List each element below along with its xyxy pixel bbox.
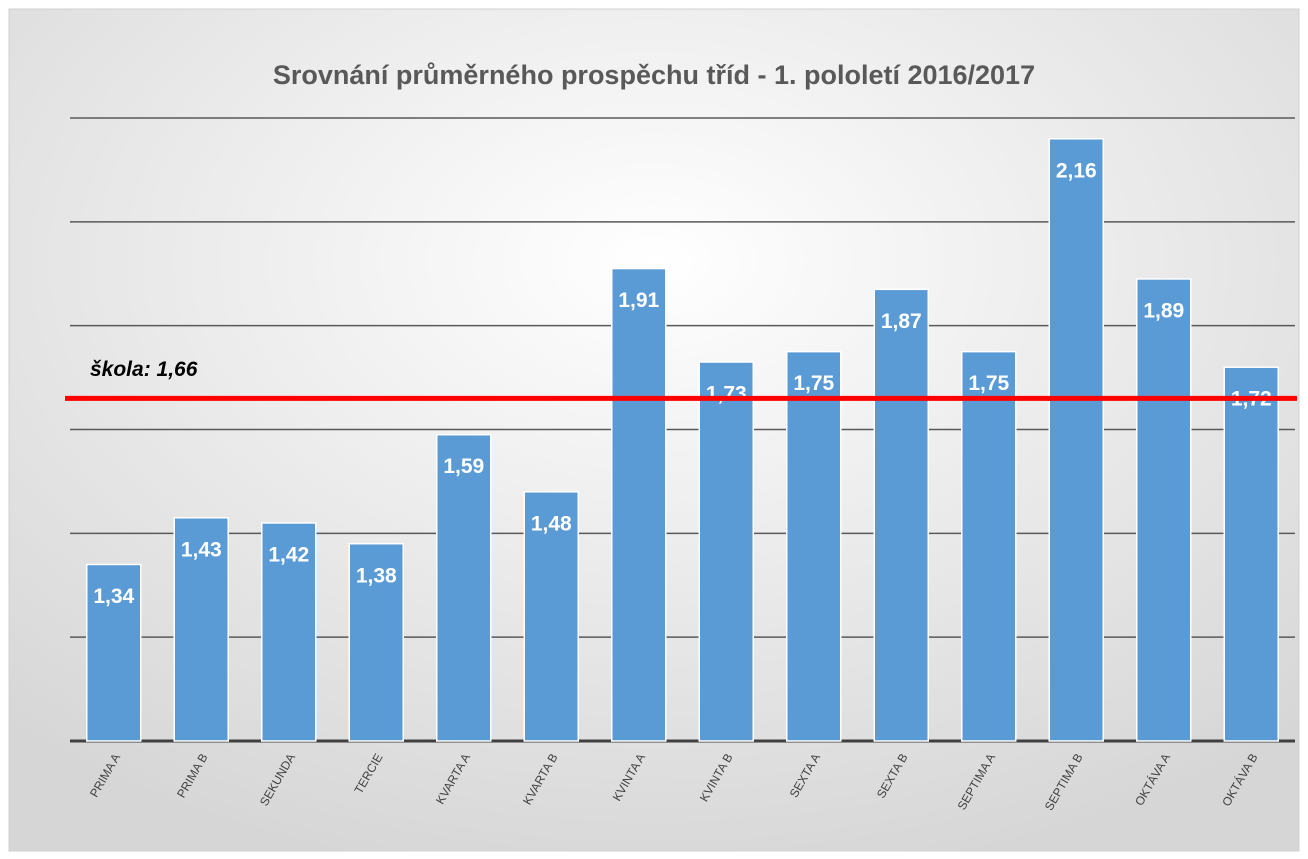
bar — [873, 288, 929, 742]
bar — [698, 361, 754, 742]
data-label: 1,89 — [1143, 299, 1184, 322]
data-label: 1,91 — [618, 289, 659, 312]
data-label: 1,34 — [93, 585, 134, 608]
data-label: 1,73 — [706, 383, 747, 406]
data-label: 1,43 — [181, 538, 222, 561]
data-label: 1,59 — [443, 455, 484, 478]
bar — [523, 491, 579, 742]
bar — [1223, 366, 1279, 742]
reference-label: škola: 1,66 — [90, 358, 198, 381]
bar — [611, 267, 667, 742]
bar — [961, 350, 1017, 742]
bar — [86, 563, 142, 742]
data-label: 1,87 — [881, 310, 922, 333]
data-label: 1,48 — [531, 512, 572, 535]
data-label: 2,16 — [1056, 159, 1097, 182]
bar — [436, 433, 492, 742]
chart-title: Srovnání průměrného prospěchu tříd - 1. … — [273, 60, 1035, 90]
bar — [348, 542, 404, 742]
bar — [786, 350, 842, 742]
bar — [261, 522, 317, 742]
bar — [173, 517, 229, 742]
data-label: 1,38 — [356, 564, 397, 587]
bar — [1048, 138, 1104, 742]
data-label: 1,75 — [793, 372, 834, 395]
bar — [1136, 278, 1192, 742]
data-label: 1,75 — [968, 372, 1009, 395]
data-label: 1,42 — [268, 543, 309, 566]
